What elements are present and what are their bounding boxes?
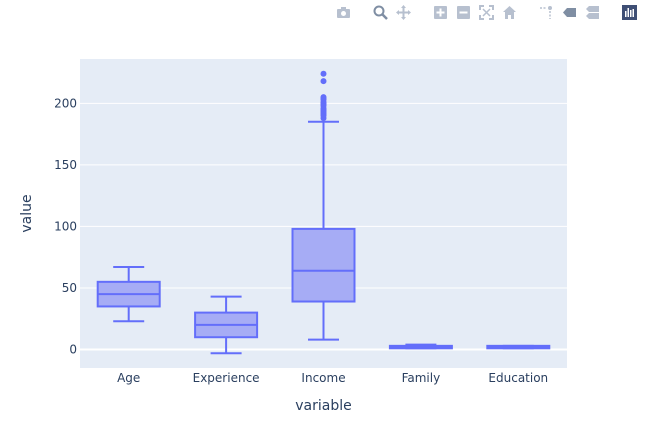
outlier-point: [320, 70, 327, 77]
spike-lines-icon[interactable]: [535, 2, 558, 22]
y-tick-label: 200: [54, 96, 77, 110]
zoom-in-icon[interactable]: [429, 2, 452, 22]
y-tick-label: 100: [54, 219, 77, 233]
box-experience[interactable]: [194, 295, 259, 355]
y-tick-label: 50: [62, 281, 77, 295]
pan-icon[interactable]: [392, 2, 415, 22]
x-tick-label: Experience: [193, 371, 260, 385]
box-income[interactable]: [291, 70, 356, 341]
modebar: [332, 2, 641, 22]
box-body: [291, 227, 356, 303]
box-education[interactable]: [486, 344, 551, 350]
x-tick-label: Family: [402, 371, 441, 385]
outlier-point: [320, 78, 327, 85]
y-tick-label: 0: [69, 343, 77, 357]
hover-compare-icon[interactable]: [581, 2, 604, 22]
outlier-point: [320, 94, 327, 101]
camera-icon[interactable]: [332, 2, 355, 22]
y-axis-ticks: 0 50 100 150 200: [54, 96, 77, 356]
x-tick-label: Education: [488, 371, 548, 385]
x-axis-title: variable: [295, 398, 351, 414]
zoom-icon[interactable]: [369, 2, 392, 22]
x-axis-ticks: Age Experience Income Family Education: [117, 371, 548, 385]
autoscale-icon[interactable]: [475, 2, 498, 22]
y-tick-label: 150: [54, 158, 77, 172]
y-axis-title: value: [19, 194, 35, 232]
x-tick-label: Income: [301, 371, 345, 385]
x-tick-label: Age: [117, 371, 140, 385]
plotly-logo-icon[interactable]: [618, 2, 641, 22]
hover-closest-icon[interactable]: [558, 2, 581, 22]
box-age[interactable]: [96, 266, 161, 323]
reset-axes-icon[interactable]: [498, 2, 521, 22]
box-series: [96, 70, 551, 355]
zoom-out-icon[interactable]: [452, 2, 475, 22]
box-family[interactable]: [388, 343, 453, 350]
